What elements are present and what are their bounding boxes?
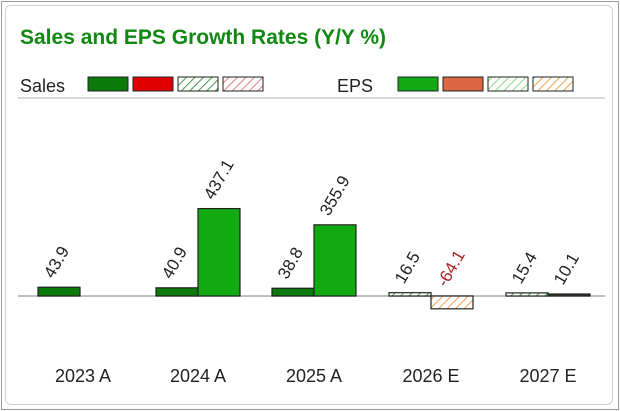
x-tick-label: 2025 A <box>286 366 342 386</box>
sales-bar <box>505 292 549 297</box>
legend-sales-swatch <box>87 76 129 92</box>
legend-eps-swatch <box>532 76 574 92</box>
x-tick-label: 2023 A <box>55 366 111 386</box>
sales-bar <box>388 292 432 297</box>
legend-eps-label: EPS <box>337 76 373 96</box>
data-label: 38.8 <box>274 244 307 282</box>
legend-eps-swatch <box>442 76 484 92</box>
chart-card <box>5 5 613 405</box>
data-label: 43.9 <box>40 243 73 281</box>
chart-title: Sales and EPS Growth Rates (Y/Y %) <box>20 26 386 49</box>
legend-sales-swatch <box>132 76 174 92</box>
legend-sales-label: Sales <box>20 76 65 96</box>
eps-bar <box>430 295 474 310</box>
legend-sales-swatch <box>177 76 219 92</box>
x-tick-label: 2026 E <box>402 366 459 386</box>
legend-eps-swatch <box>397 76 439 92</box>
eps-bar <box>197 207 241 297</box>
data-label: 437.1 <box>200 156 238 202</box>
eps-bar <box>313 224 357 297</box>
data-label: 15.4 <box>508 249 541 287</box>
legend-eps-swatch <box>487 76 529 92</box>
legend-sales-swatch <box>222 76 264 92</box>
data-label: 10.1 <box>550 250 583 288</box>
x-tick-label: 2027 E <box>519 366 576 386</box>
eps-bar <box>547 293 591 297</box>
data-label: 16.5 <box>391 249 424 287</box>
sales-bar <box>155 287 199 297</box>
sales-bar <box>37 286 81 297</box>
data-label: 40.9 <box>158 244 191 282</box>
data-label: 355.9 <box>316 172 354 218</box>
x-tick-label: 2024 A <box>170 366 226 386</box>
sales-bar <box>271 287 315 297</box>
data-label: -64.1 <box>433 247 469 290</box>
